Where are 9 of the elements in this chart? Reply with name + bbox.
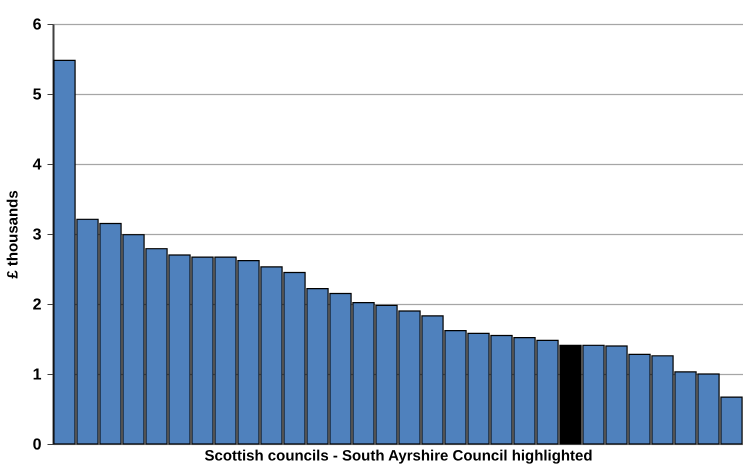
y-axis-title: £ thousands — [4, 190, 22, 279]
y-tick-label: 5 — [32, 86, 42, 104]
y-tick-label: 6 — [32, 16, 42, 34]
y-tick-label: 2 — [32, 296, 42, 314]
x-axis-title: Scottish councils - South Ayrshire Council highlighted — [204, 448, 593, 464]
y-tick-label: 3 — [32, 226, 42, 244]
y-tick-label: 1 — [32, 366, 42, 384]
y-tick-label: 4 — [32, 156, 42, 174]
y-tick-label: 0 — [32, 436, 42, 454]
